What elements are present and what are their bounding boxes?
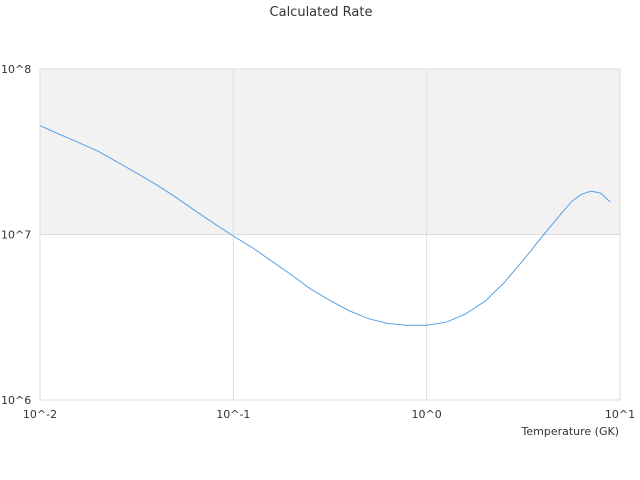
y-tick-label: 10^7 xyxy=(1,229,31,242)
series-line xyxy=(39,125,611,326)
y-tick-labels: 10^6 10^7 10^8 xyxy=(1,63,31,407)
chart-title: Calculated Rate xyxy=(270,5,373,20)
grid-bands xyxy=(40,69,620,235)
x-tick-label: 10^-1 xyxy=(216,408,250,421)
x-axis-label: Temperature (GK) xyxy=(521,425,620,438)
gridlines xyxy=(39,68,621,401)
x-tick-label: 10^-2 xyxy=(23,408,57,421)
x-tick-labels: 10^-2 10^-1 10^0 10^1 xyxy=(23,408,635,421)
y-tick-label: 10^6 xyxy=(1,394,31,407)
x-tick-label: 10^0 xyxy=(412,408,442,421)
x-tick-label: 10^1 xyxy=(605,408,635,421)
grid-band xyxy=(40,69,620,235)
y-tick-label: 10^8 xyxy=(1,63,31,76)
